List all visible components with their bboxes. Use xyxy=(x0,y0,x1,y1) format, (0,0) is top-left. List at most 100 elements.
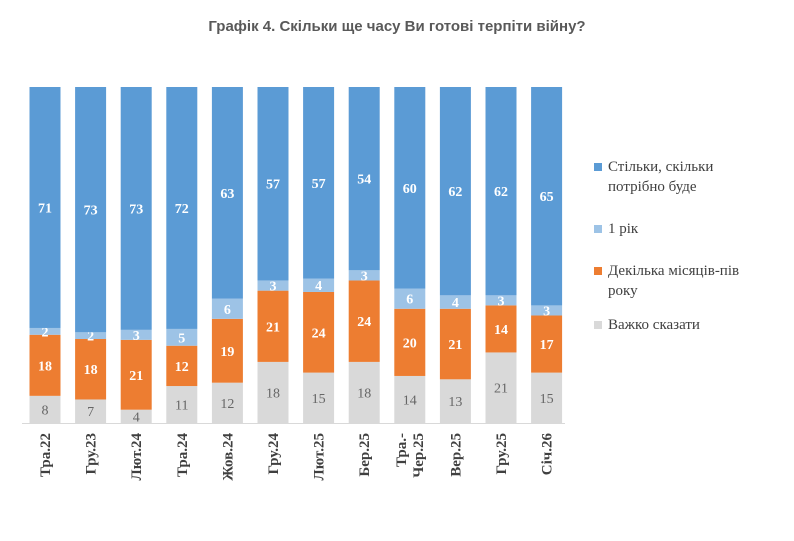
data-label: 15 xyxy=(540,392,554,407)
bar-segment xyxy=(394,87,426,289)
bar-segment xyxy=(75,87,107,333)
bar-segment xyxy=(166,386,198,423)
data-label: 21 xyxy=(494,382,508,397)
bar-segment xyxy=(29,87,61,328)
bar-segment xyxy=(303,291,335,373)
bar-segment xyxy=(211,382,243,423)
data-label: 62 xyxy=(448,185,462,200)
legend-item: Декілька місяців-пів року xyxy=(594,261,794,301)
bar-segment xyxy=(394,308,426,376)
data-label: 4 xyxy=(133,410,140,425)
x-tick-label: Жов.24 xyxy=(220,433,236,481)
legend-item: Стільки, скільки потрібно буде xyxy=(594,157,794,197)
data-label: 3 xyxy=(361,269,368,284)
bar-segment xyxy=(166,345,198,387)
data-label: 15 xyxy=(312,392,326,407)
x-tick-text: Лют.24 xyxy=(129,433,145,481)
data-label: 4 xyxy=(315,279,322,294)
bar-segment xyxy=(394,375,426,423)
data-label: 54 xyxy=(357,173,371,188)
bar-segment xyxy=(531,87,563,306)
x-tick-text: Жов.24 xyxy=(220,433,236,481)
bar-segment xyxy=(120,339,152,410)
data-label: 4 xyxy=(452,296,459,311)
data-label: 2 xyxy=(42,325,49,340)
x-tick-label: Гру.25 xyxy=(494,433,510,475)
x-tick-label: Гру.23 xyxy=(84,433,100,475)
bar-segment xyxy=(485,352,517,423)
data-label: 24 xyxy=(357,315,371,330)
bar-segment xyxy=(29,327,61,335)
bar-segment xyxy=(120,409,152,423)
bar-segment xyxy=(75,332,107,339)
legend-swatch xyxy=(594,163,602,171)
data-label: 7 xyxy=(87,405,94,420)
data-label: 12 xyxy=(175,360,189,375)
bar-segment xyxy=(166,328,198,346)
data-label: 13 xyxy=(448,395,462,410)
x-tick-label: Лют.25 xyxy=(312,433,328,480)
bar-segment xyxy=(211,87,243,299)
data-label: 21 xyxy=(266,320,280,335)
legend-label: потрібно буде xyxy=(608,179,697,195)
bar-segment xyxy=(166,87,198,329)
legend-label: 1 рік xyxy=(608,221,639,237)
x-tick-label: Тра.- Чер.25 xyxy=(394,433,427,478)
bar-segment xyxy=(29,395,61,423)
data-label: 6 xyxy=(406,293,413,308)
bar-segment xyxy=(120,87,152,330)
bar-segment xyxy=(257,361,289,423)
x-tick-label: Лют.24 xyxy=(129,433,145,481)
x-tick-text: Тра.24 xyxy=(175,433,191,478)
data-label: 24 xyxy=(312,326,326,341)
bar-segment xyxy=(485,87,517,296)
data-label: 3 xyxy=(270,280,277,295)
bar-segment xyxy=(348,361,380,423)
bar-segment xyxy=(75,399,107,423)
data-label: 71 xyxy=(38,201,52,216)
bar-segment xyxy=(531,315,563,373)
bar-segment xyxy=(29,334,61,396)
data-label: 3 xyxy=(133,329,140,344)
data-label: 57 xyxy=(266,178,280,193)
legend-label: Важко сказати xyxy=(608,317,700,333)
data-label: 21 xyxy=(129,369,143,384)
bar-segment xyxy=(303,87,335,279)
data-label: 73 xyxy=(84,204,98,219)
bar-segment xyxy=(303,278,335,292)
data-label: 3 xyxy=(498,294,505,309)
x-tick-text: Лют.25 xyxy=(312,433,328,480)
bar-segment xyxy=(485,305,517,353)
data-label: 18 xyxy=(266,386,280,401)
bar-segment xyxy=(257,290,289,362)
data-label: 2 xyxy=(87,330,94,345)
x-tick-label: Бер.25 xyxy=(357,433,373,477)
data-label: 6 xyxy=(224,303,231,318)
data-label: 72 xyxy=(175,202,189,217)
bar-segment xyxy=(439,308,471,380)
x-tick-text: Гру.23 xyxy=(84,433,100,475)
data-label: 19 xyxy=(220,345,234,360)
data-label: 21 xyxy=(448,338,462,353)
bar-segment xyxy=(303,372,335,423)
legend-swatch xyxy=(594,267,602,275)
data-label: 60 xyxy=(403,182,417,197)
data-label: 57 xyxy=(312,177,326,192)
bar-segment xyxy=(348,270,380,281)
data-label: 18 xyxy=(357,386,371,401)
x-tick-text: Бер.25 xyxy=(357,433,373,477)
data-label: 73 xyxy=(129,202,143,217)
bar-segment xyxy=(211,318,243,383)
data-label: 8 xyxy=(42,403,49,418)
legend-item: 1 рік xyxy=(594,219,794,239)
x-tick-text: Чер.25 xyxy=(411,433,427,478)
x-tick-text: Вер.25 xyxy=(448,433,464,477)
bar-segment xyxy=(531,305,563,316)
bar-segment xyxy=(439,87,471,296)
bar-segment xyxy=(348,280,380,362)
legend-label: року xyxy=(608,283,638,299)
bar-segment xyxy=(120,329,152,340)
bar-segment xyxy=(485,295,517,306)
x-tick-text: Гру.25 xyxy=(494,433,510,475)
data-label: 3 xyxy=(543,304,550,319)
